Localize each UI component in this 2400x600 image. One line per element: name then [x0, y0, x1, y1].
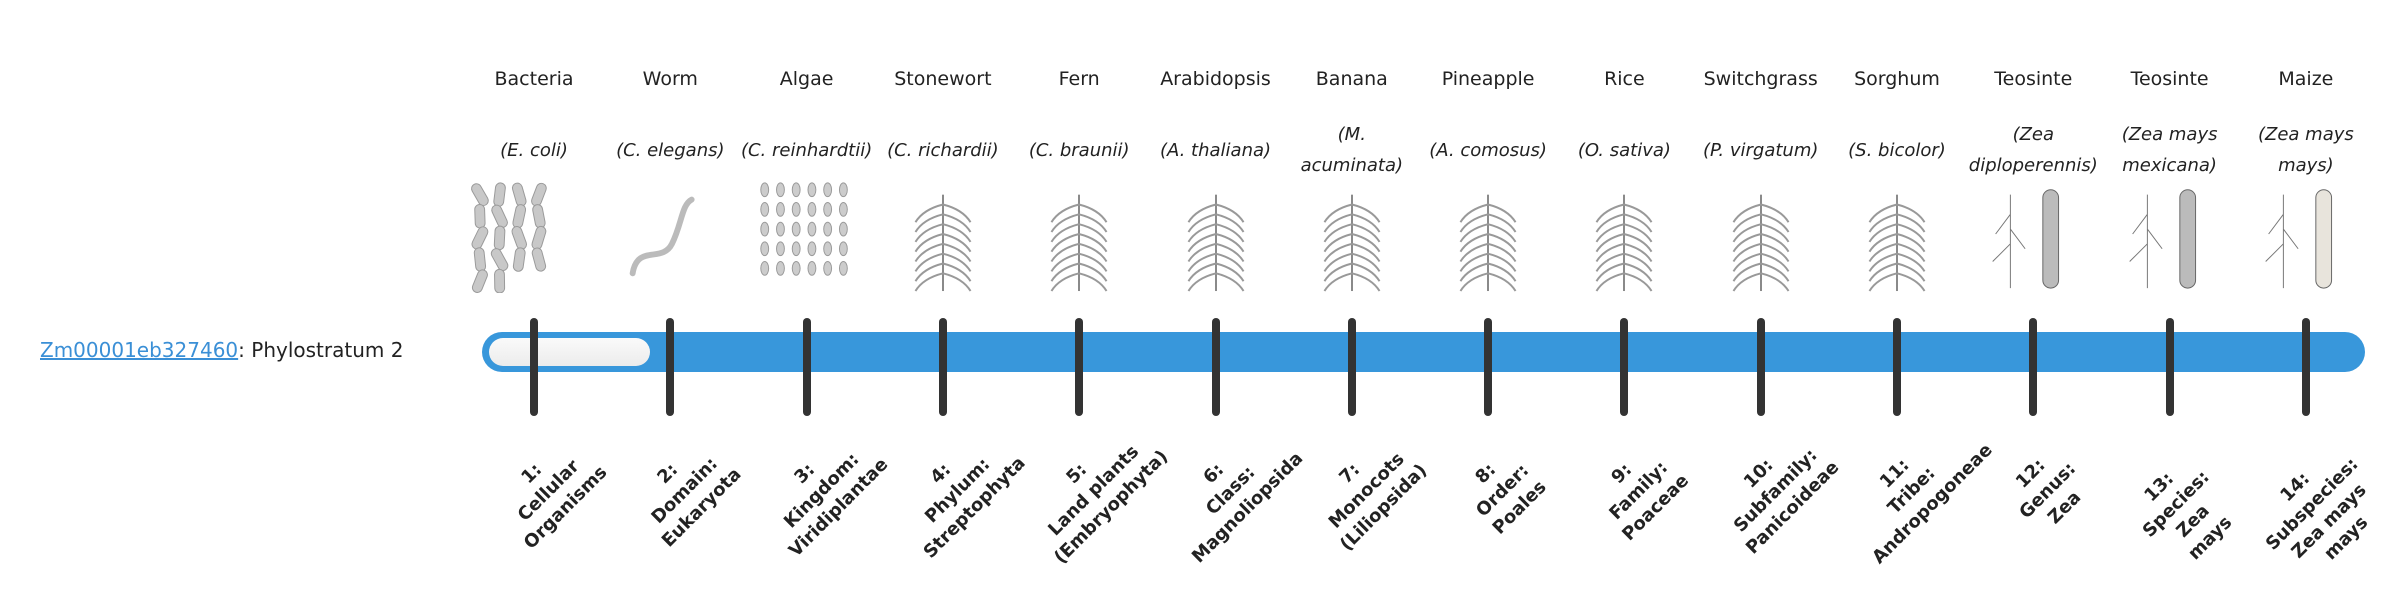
species-name: (A. comosus)	[1420, 118, 1556, 182]
stratum-tick	[1075, 318, 1084, 416]
organism-name: Teosinte	[1994, 68, 2073, 90]
stratum-label: 14: Subspecies: Zea mays mays	[2234, 426, 2400, 600]
organism-name: Rice	[1604, 68, 1645, 90]
organism-name: Bacteria	[494, 68, 574, 90]
organism-name: Banana	[1315, 68, 1388, 90]
stratum-label: 4: Phylum: Streptophyta	[879, 413, 1036, 570]
organism-name: Pineapple	[1441, 68, 1535, 90]
species-text: (M. acuminata)	[1300, 124, 1403, 176]
species-text: (C. elegans)	[616, 139, 725, 161]
stratum-tick	[2029, 318, 2038, 416]
species-name: (S. bicolor)	[1829, 118, 1965, 182]
stratum-label: 5: Land plants (Embryophyta)	[1016, 413, 1173, 570]
organism-name: Worm	[642, 68, 698, 90]
gene-phylostratum-label: Zm00001eb327460: Phylostratum 2	[40, 338, 403, 362]
stratum-tick	[2165, 318, 2174, 416]
stratum-tick	[530, 318, 538, 416]
algae-icon	[739, 175, 875, 293]
species-text: (C. reinhardtii)	[740, 139, 873, 161]
stratum-label: 7: Monocots (Liliopsida)	[1288, 413, 1445, 570]
species-text: (Zea mays mexicana)	[2121, 124, 2218, 176]
organism-name: Sorghum	[1854, 68, 1940, 90]
gene-id-link[interactable]: Zm00001eb327460	[40, 338, 239, 362]
species-text: (O. sativa)	[1577, 139, 1671, 161]
species-text: (P. virgatum)	[1703, 139, 1819, 161]
organism-name: Algae	[779, 68, 834, 90]
stratum-label: 3: Kingdom: Viridiplantae	[743, 413, 900, 570]
phylostratum-fill	[489, 338, 650, 366]
organism-name: Maize	[2278, 68, 2334, 90]
stratum-tick	[1347, 318, 1356, 416]
banana-icon	[1284, 175, 1420, 293]
species-text: (C. braunii)	[1028, 139, 1130, 161]
stratum-label: 12: Genus: Zea	[1970, 413, 2127, 570]
stratum-tick	[1620, 318, 1629, 416]
pineapple-icon	[1420, 175, 1556, 293]
species-name: (O. sativa)	[1556, 118, 1692, 182]
stratum-label: 10: Subfamily: Panicoideae	[1697, 413, 1854, 570]
stratum-tick	[802, 318, 811, 416]
species-text: (S. bicolor)	[1848, 139, 1946, 161]
stratum-label: 8: Order: Poales	[1425, 413, 1582, 570]
arabidopsis-icon	[1148, 175, 1284, 293]
species-name: (A. thaliana)	[1148, 118, 1284, 182]
species-text: (Zea diploperennis)	[1968, 124, 2098, 176]
switchgrass-icon	[1693, 175, 1829, 293]
species-name: (C. braunii)	[1011, 118, 1147, 182]
stratum-label: 2: Domain: Eukaryota	[607, 413, 764, 570]
species-name: (Zea mays mexicana)	[2102, 118, 2238, 182]
stratum-tick	[1893, 318, 1901, 416]
species-name: (C. reinhardtii)	[739, 118, 875, 182]
species-name: (M. acuminata)	[1284, 118, 1420, 182]
teosinte-icon	[2102, 175, 2238, 293]
species-name: (C. elegans)	[602, 118, 738, 182]
organism-name: Switchgrass	[1703, 68, 1818, 90]
rice-icon	[1556, 175, 1692, 293]
phylostratum-text: Phylostratum 2	[251, 338, 404, 362]
separator: :	[238, 338, 245, 362]
stratum-tick	[666, 318, 675, 416]
species-name: (C. richardii)	[875, 118, 1011, 182]
stratum-tick	[1756, 318, 1765, 416]
maize-icon	[2238, 175, 2374, 293]
species-name: (E. coli)	[466, 118, 602, 182]
stratum-tick	[2301, 318, 2310, 416]
species-text: (A. thaliana)	[1159, 139, 1272, 161]
worm-icon	[602, 175, 738, 293]
stratum-tick	[1211, 318, 1220, 416]
stratum-tick	[1484, 318, 1493, 416]
stratum-label: 6: Class: Magnoliopsida	[1152, 413, 1309, 570]
organism-name: Fern	[1058, 68, 1100, 90]
sorghum-icon	[1829, 175, 1965, 293]
organism-name: Teosinte	[2130, 68, 2209, 90]
stratum-label: 1: Cellular Organisms	[471, 413, 628, 570]
stratum-tick	[938, 318, 947, 416]
species-text: (E. coli)	[500, 139, 568, 161]
species-name: (Zea mays mays)	[2238, 118, 2374, 182]
organism-name: Stonewort	[894, 68, 992, 90]
species-text: (Zea mays mays)	[2258, 124, 2354, 176]
fern-icon	[1011, 175, 1147, 293]
species-text: (A. comosus)	[1429, 139, 1547, 161]
species-name: (Zea diploperennis)	[1965, 118, 2101, 182]
stratum-label: 13: Species: Zea mays	[2098, 426, 2272, 600]
phylostratum-bar	[482, 332, 2365, 372]
stonewort-icon	[875, 175, 1011, 293]
bacteria-icon	[466, 175, 602, 294]
organism-name: Arabidopsis	[1160, 68, 1271, 90]
stratum-label: 11: Tribe: Andropogoneae	[1834, 413, 1997, 570]
stratum-label: 9: Family: Poaceae	[1561, 413, 1718, 570]
species-name: (P. virgatum)	[1693, 118, 1829, 182]
teosinte-icon	[1965, 175, 2101, 293]
species-text: (C. richardii)	[887, 139, 999, 161]
